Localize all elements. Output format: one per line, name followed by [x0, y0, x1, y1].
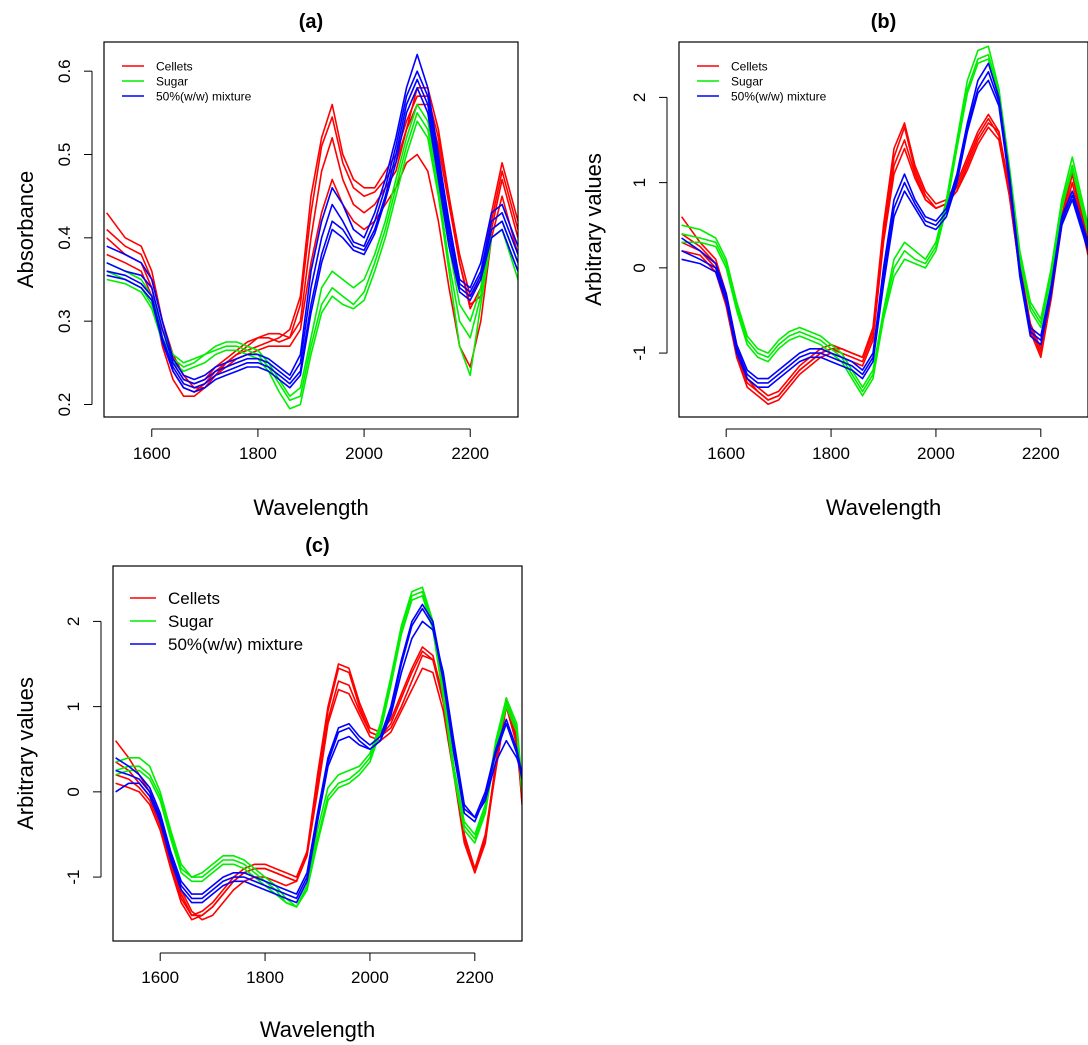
- series-line: [115, 620, 522, 904]
- chart-title: (a): [299, 11, 323, 33]
- y-tick-label: 0: [64, 787, 83, 796]
- series-line: [115, 607, 522, 900]
- x-tick-label: 2000: [917, 444, 955, 463]
- legend-label: Cellets: [168, 589, 220, 608]
- series-line: [106, 120, 518, 410]
- series-line: [106, 87, 518, 393]
- x-tick-label: 1600: [133, 444, 171, 463]
- series-line: [106, 112, 518, 402]
- series-group: [114, 586, 522, 921]
- legend-label: Sugar: [168, 612, 214, 631]
- x-tick-label: 1600: [141, 968, 179, 987]
- x-axis-label: Wavelength: [253, 495, 368, 520]
- x-tick-label: 2000: [345, 444, 383, 463]
- plot-frame: [103, 41, 519, 418]
- legend-label: Cellets: [156, 59, 193, 73]
- legend-label: 50%(w/w) mixture: [156, 89, 252, 103]
- y-tick-label: 1: [630, 178, 649, 187]
- series-line: [106, 70, 518, 385]
- series-line: [115, 667, 522, 921]
- y-tick-label: 2: [630, 93, 649, 102]
- y-tick-label: -1: [64, 870, 83, 885]
- x-axis-label: Wavelength: [826, 495, 941, 520]
- legend-label: Cellets: [731, 59, 768, 73]
- x-tick-label: 2200: [456, 968, 494, 987]
- y-tick-label: 1: [64, 702, 83, 711]
- series-line: [115, 590, 522, 908]
- chart-title: (c): [305, 535, 329, 557]
- y-tick-label: 0.6: [55, 59, 74, 83]
- series-group: [680, 45, 1088, 406]
- y-axis-label: Arbitrary values: [581, 153, 606, 306]
- y-tick-label: 0.5: [55, 143, 74, 167]
- legend-label: 50%(w/w) mixture: [731, 89, 827, 103]
- x-tick-label: 2000: [351, 968, 389, 987]
- x-tick-label: 2200: [1022, 444, 1060, 463]
- series-line: [115, 594, 522, 908]
- chart-panel: (b) 1600 1800 2000 2200 Wavelength -1 0 1 2 Arbitr…: [581, 11, 1088, 520]
- plot-frame: [112, 565, 523, 942]
- x-tick-label: 1800: [239, 444, 277, 463]
- y-tick-label: 0.4: [55, 226, 74, 250]
- legend: Cellets Sugar 50%(w/w) mixture: [130, 589, 303, 654]
- y-tick-label: 0: [630, 263, 649, 272]
- x-axis-label: Wavelength: [260, 1017, 375, 1042]
- legend-label: Sugar: [731, 74, 763, 88]
- y-axis-label: Absorbance: [13, 171, 38, 288]
- series-line: [106, 153, 518, 398]
- x-tick-label: 1800: [812, 444, 850, 463]
- chart-title: (b): [871, 11, 897, 33]
- legend-label: 50%(w/w) mixture: [168, 635, 303, 654]
- y-tick-label: 2: [64, 617, 83, 626]
- series-group: [106, 53, 518, 410]
- series-line: [106, 53, 518, 381]
- x-tick-label: 1600: [707, 444, 745, 463]
- x-tick-label: 1800: [246, 968, 284, 987]
- series-line: [106, 78, 518, 389]
- series-line: [681, 79, 1088, 389]
- y-axis-label: Arbitrary values: [13, 677, 38, 830]
- legend-label: Sugar: [156, 74, 188, 88]
- y-tick-label: 0.2: [55, 393, 74, 417]
- y-tick-label: 0.3: [55, 309, 74, 333]
- plot-frame: [678, 41, 1088, 418]
- chart-panel: (c) 1600 1800 2000 2200 Wavelength -1 0 1 2 Arbitr…: [13, 535, 523, 1042]
- chart-panel: (a) 1600 1800 2000 2200 Wavelength 0.2 0.3 0.4 0.…: [13, 11, 519, 520]
- x-tick-label: 2200: [451, 444, 489, 463]
- y-tick-label: -1: [630, 346, 649, 361]
